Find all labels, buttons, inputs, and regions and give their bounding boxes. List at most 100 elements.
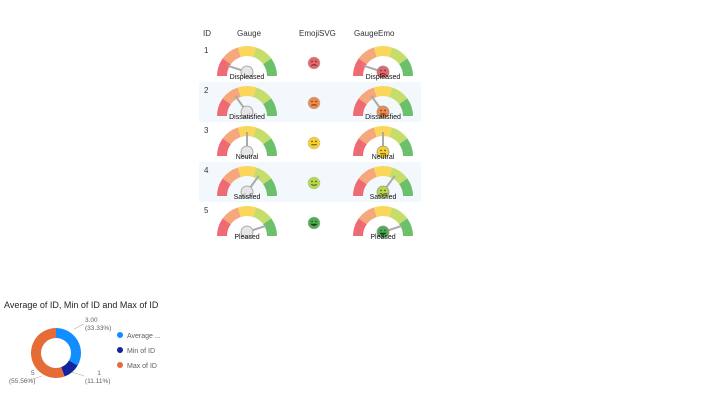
gauge-segment — [252, 47, 272, 65]
gauge-segment — [262, 138, 277, 157]
gauge-segment — [217, 138, 232, 157]
emoji-cell — [307, 136, 321, 150]
donut-slice-max — [31, 328, 65, 378]
gauge-segment — [252, 167, 272, 185]
emoji-cell — [307, 96, 321, 110]
gauge-segment — [358, 167, 378, 185]
gauge-segment — [222, 167, 242, 185]
table-row[interactable]: 3 Neutral Neutral — [199, 122, 421, 162]
gauge-label: Neutral — [235, 154, 259, 161]
header-emojisvg[interactable]: EmojiSVG — [299, 29, 336, 38]
header-id[interactable]: ID — [203, 29, 211, 38]
gauge-hub — [240, 225, 254, 238]
legend-item-average[interactable]: Average ... — [117, 332, 161, 342]
gauge-segment — [398, 58, 413, 77]
data-label-average: 3.00 (33.33%) — [85, 317, 112, 332]
gauge-dial — [353, 46, 413, 78]
gauge-segment — [373, 46, 393, 58]
gauge-label: Dissatisfied — [229, 114, 265, 121]
data-label-min: 1 (11.11%) — [85, 370, 111, 385]
emoji-cell — [307, 216, 321, 230]
leader-line — [71, 371, 85, 377]
gauge-segment — [388, 127, 408, 145]
gauge-segment — [262, 178, 277, 197]
gauge-segment — [217, 178, 232, 197]
row-id: 1 — [204, 46, 209, 55]
face-hub-icon — [376, 145, 390, 158]
gauge-emo-cell: Satisfied — [351, 164, 415, 204]
gauge-segment — [353, 218, 368, 237]
gauge-dial — [217, 86, 277, 118]
gauge-emo-cell: Displeased — [351, 44, 415, 84]
gauge-segment — [222, 87, 242, 105]
legend-item-max[interactable]: Max of ID — [117, 362, 157, 372]
gauge-hub — [240, 145, 254, 158]
donut-slice-average — [56, 328, 81, 366]
gauge-emo-label: Neutral — [371, 154, 395, 161]
gauge-segment — [358, 87, 378, 105]
gauge-cell: Dissatisfied — [215, 84, 279, 124]
gauge-hub — [240, 105, 254, 118]
gauge-segment — [237, 126, 257, 138]
gauge-cell: Pleased — [215, 204, 279, 244]
chart-title: Average of ID, Min of ID and Max of ID — [4, 300, 159, 310]
gauge-segment — [252, 207, 272, 225]
donut-chart-visual[interactable]: Average of ID, Min of ID and Max of ID 3… — [0, 296, 200, 406]
legend-item-min[interactable]: Min of ID — [117, 347, 155, 357]
gauge-cell: Neutral — [215, 124, 279, 164]
gauge-emo-label: Pleased — [370, 234, 396, 241]
leader-line — [73, 323, 85, 330]
table-row[interactable]: 1 Displeased Displeased — [199, 42, 421, 82]
gauge-segment — [373, 206, 393, 218]
gauge-hub — [240, 185, 254, 198]
gauge-cell: Satisfied — [215, 164, 279, 204]
header-gaugeemo[interactable]: GaugeEmo — [354, 29, 395, 38]
gauge-emo-label: Satisfied — [369, 194, 397, 201]
gauge-segment — [353, 98, 368, 117]
gauge-cell: Displeased — [215, 44, 279, 84]
gauge-segment — [388, 207, 408, 225]
gauge-segment — [217, 58, 232, 77]
legend-dot-icon — [117, 347, 123, 354]
gauge-segment — [217, 98, 232, 117]
gauge-segment — [373, 86, 393, 98]
gauge-label: Pleased — [234, 234, 260, 241]
table-visual[interactable]: ID Gauge EmojiSVG GaugeEmo 1 Displeased Di… — [199, 26, 421, 246]
gauge-segment — [388, 87, 408, 105]
face-hub-icon — [376, 105, 390, 118]
row-id: 2 — [204, 86, 209, 95]
gauge-dial — [353, 166, 413, 198]
leader-line — [29, 375, 43, 381]
gauge-hub — [240, 65, 254, 78]
gauge-segment — [373, 126, 393, 138]
table-row[interactable]: 5 Pleased Pleased — [199, 202, 421, 242]
donut-chart — [29, 323, 85, 381]
emoji-face-icon — [307, 176, 321, 190]
gauge-segment — [373, 166, 393, 178]
gauge-label: Displeased — [229, 74, 265, 81]
gauge-dial — [353, 86, 413, 118]
gauge-segment — [237, 166, 257, 178]
emoji-face-icon — [307, 96, 321, 110]
face-hub-icon — [376, 225, 390, 238]
face-hub-icon — [376, 185, 390, 198]
gauge-segment — [398, 138, 413, 157]
gauge-dial — [353, 206, 413, 238]
gauge-label: Satisfied — [233, 194, 261, 201]
table-row[interactable]: 2 Dissatisfied Dissatisfied — [199, 82, 421, 122]
gauge-segment — [237, 86, 257, 98]
gauge-emo-cell: Pleased — [351, 204, 415, 244]
header-gauge[interactable]: Gauge — [237, 29, 262, 38]
gauge-emo-label: Dissatisfied — [365, 114, 401, 121]
gauge-segment — [222, 47, 242, 65]
data-label-max: 5 (55.56%) — [9, 370, 36, 385]
gauge-segment — [358, 207, 378, 225]
gauge-segment — [222, 127, 242, 145]
emoji-cell — [307, 56, 321, 70]
gauge-segment — [252, 87, 272, 105]
gauge-dial — [217, 166, 277, 198]
gauge-segment — [217, 218, 232, 237]
table-row[interactable]: 4 Satisfied Satisfied — [199, 162, 421, 202]
gauge-emo-cell: Neutral — [351, 124, 415, 164]
table-header: ID Gauge EmojiSVG GaugeEmo — [199, 26, 421, 42]
